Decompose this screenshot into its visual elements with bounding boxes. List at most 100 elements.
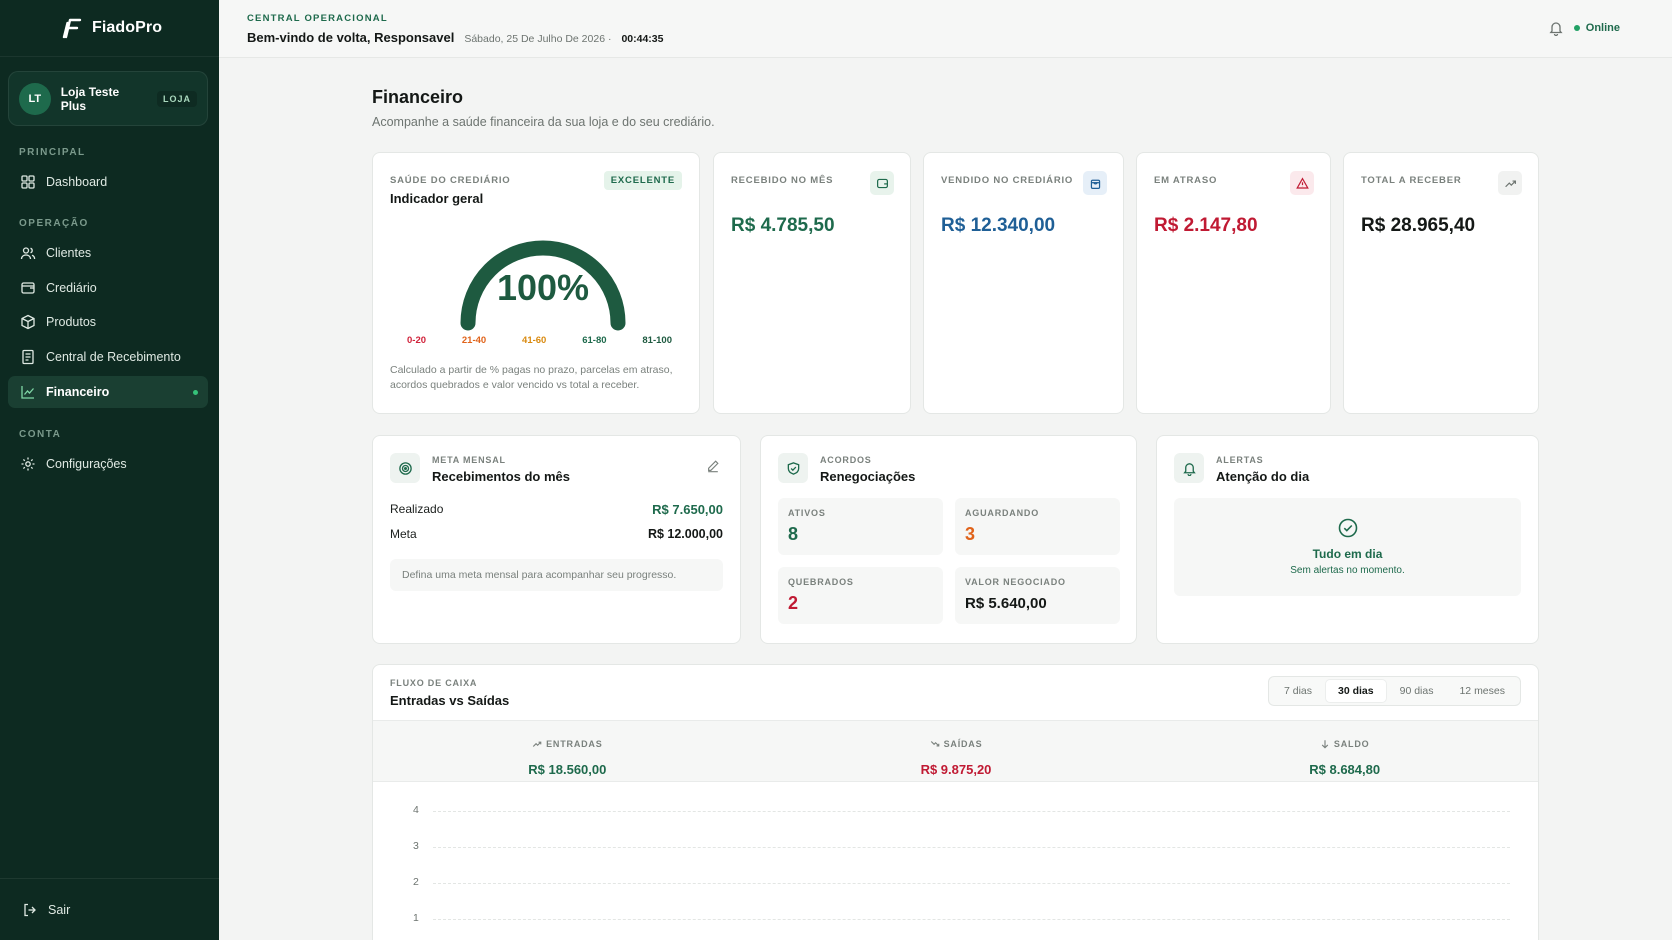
alert-empty-state: Tudo em dia Sem alertas no momento. <box>1174 498 1521 596</box>
range-12-meses[interactable]: 12 meses <box>1459 685 1505 697</box>
topbar: CENTRAL OPERACIONAL Bem-vindo de volta, … <box>219 0 1672 58</box>
sidebar-item-clientes[interactable]: Clientes <box>8 237 208 269</box>
saidas-value: R$ 9.875,20 <box>920 762 992 777</box>
grid-line <box>433 847 1510 848</box>
meta-meta-row: Meta R$ 12.000,00 <box>390 527 723 541</box>
chart-line-icon <box>21 386 34 399</box>
bell-icon-box <box>1174 453 1204 483</box>
stat-icon-box <box>870 171 894 195</box>
arrow-down-icon <box>1321 740 1329 749</box>
meta-header: META MENSAL Recebimentos do mês <box>390 453 570 484</box>
page-title: Financeiro <box>372 87 464 107</box>
store-avatar: LT <box>19 82 51 115</box>
cashflow-card: FLUXO DE CAIXA Entradas vs Saídas 7 dias… <box>372 664 1539 940</box>
alertas-card: ALERTAS Atenção do dia Tudo em dia Sem a… <box>1156 435 1539 644</box>
grid-line <box>433 919 1510 920</box>
section-label-operacao: OPERAÇÃO <box>19 218 89 229</box>
wallet-icon <box>21 282 35 294</box>
summary-entradas: ENTRADAS R$ 18.560,00 <box>373 721 762 781</box>
stat-value: R$ 4.785,50 <box>731 215 835 236</box>
stat-icon-box <box>1083 171 1107 195</box>
scale-label-41-60: 41-60 <box>522 335 547 346</box>
edit-pencil-icon[interactable] <box>706 459 720 473</box>
alertas-title: Atenção do dia <box>1216 469 1310 484</box>
scale-label-0-20: 0-20 <box>407 335 427 346</box>
stat-card-recebido: RECEBIDO NO MÊS R$ 4.785,50 <box>713 152 911 414</box>
gear-icon <box>21 457 35 471</box>
brand[interactable]: FiadoPro <box>0 0 219 57</box>
notifications-bell-icon[interactable] <box>1548 20 1564 36</box>
fiadopro-logo-icon <box>62 18 82 39</box>
cashflow-title: Entradas vs Saídas <box>390 693 510 708</box>
active-indicator-dot <box>193 389 198 395</box>
stat-kicker: TOTAL A RECEBER <box>1361 175 1462 186</box>
sidebar-item-configuracoes[interactable]: Configurações <box>8 448 208 480</box>
trend-down-icon <box>930 741 939 747</box>
acordos-kicker: ACORDOS <box>820 455 872 465</box>
sidebar-item-label: Clientes <box>46 246 92 260</box>
grid-line <box>433 883 1510 884</box>
store-badge: LOJA <box>156 90 197 107</box>
online-status: Online <box>1563 16 1630 40</box>
stat-icon-box <box>1498 171 1522 195</box>
acordos-valor-label: VALOR NEGOCIADO <box>965 577 1066 587</box>
box-icon <box>21 314 35 330</box>
acordos-valor-negociado: VALOR NEGOCIADO R$ 5.640,00 <box>955 567 1120 624</box>
y-tick-label: 2 <box>413 876 419 888</box>
range-7-dias[interactable]: 7 dias <box>1283 685 1312 697</box>
stat-kicker: EM ATRASO <box>1154 175 1218 186</box>
acordos-ativos: ATIVOS 8 <box>778 498 943 555</box>
acordos-header: ACORDOS Renegociações <box>778 453 915 484</box>
stat-card-vendido: VENDIDO NO CREDIÁRIO R$ 12.340,00 <box>923 152 1124 414</box>
acordos-card: ACORDOS Renegociações ATIVOS 8 AGUARDAND… <box>760 435 1137 644</box>
saldo-label: SALDO <box>1333 739 1370 749</box>
health-kicker: SAÚDE DO CREDIÁRIO <box>390 175 511 186</box>
range-30-dias[interactable]: 30 dias <box>1326 680 1386 702</box>
health-note: Calculado a partir de % pagas no prazo, … <box>390 364 673 391</box>
meta-meta-label: Meta <box>390 527 417 541</box>
sidebar-item-crediario[interactable]: Crediário <box>8 272 208 304</box>
warning-icon <box>1295 176 1309 189</box>
range-90-dias[interactable]: 90 dias <box>1399 685 1434 697</box>
sidebar-item-central-recebimento[interactable]: Central de Recebimento <box>8 341 208 373</box>
sidebar-item-label: Produtos <box>46 315 97 329</box>
store-switcher[interactable]: LT Loja Teste Plus LOJA <box>8 71 208 126</box>
trend-up-icon <box>1504 179 1516 187</box>
meta-title: Recebimentos do mês <box>432 469 570 484</box>
sidebar-item-label: Crediário <box>46 281 97 295</box>
cashflow-kicker: FLUXO DE CAIXA <box>390 678 478 688</box>
acordos-ativos-label: ATIVOS <box>788 508 826 518</box>
stat-kicker: RECEBIDO NO MÊS <box>731 175 834 186</box>
health-gauge-value: 100% <box>496 267 590 308</box>
users-icon <box>20 247 36 260</box>
sidebar: FiadoPro LT Loja Teste Plus LOJA PRINCIP… <box>0 0 219 940</box>
health-gauge: 100% <box>443 223 643 333</box>
stat-card-total: TOTAL A RECEBER R$ 28.965,40 <box>1343 152 1539 414</box>
page-subtitle: Acompanhe a saúde financeira da sua loja… <box>372 115 715 129</box>
y-tick-label: 3 <box>413 840 419 852</box>
sidebar-item-produtos[interactable]: Produtos <box>8 306 208 338</box>
scale-label-21-40: 21-40 <box>461 335 487 346</box>
gauge-arc <box>460 240 626 331</box>
topbar-kicker: CENTRAL OPERACIONAL <box>247 13 388 24</box>
stat-value: R$ 28.965,40 <box>1361 215 1476 236</box>
bell-icon <box>1182 462 1196 476</box>
logout-label: Sair <box>48 902 71 917</box>
scale-label-81-100: 81-100 <box>642 335 672 346</box>
sidebar-item-financeiro[interactable]: Financeiro <box>8 376 208 408</box>
sidebar-item-dashboard[interactable]: Dashboard <box>8 166 208 198</box>
check-circle-icon <box>1338 518 1357 538</box>
welcome-line: Bem-vindo de volta, Responsavel Sábado, … <box>247 30 663 45</box>
store-name: Loja Teste Plus <box>60 84 120 113</box>
logout-button[interactable]: Sair <box>0 878 219 940</box>
grid-icon <box>21 175 35 189</box>
entradas-label: ENTRADAS <box>546 739 603 749</box>
saldo-value: R$ 8.684,80 <box>1309 762 1381 777</box>
meta-realizado-value: R$ 7.650,00 <box>652 502 723 517</box>
stat-value: R$ 2.147,80 <box>1154 215 1258 236</box>
sidebar-item-label: Configurações <box>46 457 127 471</box>
entradas-value: R$ 18.560,00 <box>528 762 607 777</box>
meta-realizado-row: Realizado R$ 7.650,00 <box>390 502 723 517</box>
y-tick-label: 1 <box>413 912 419 924</box>
health-card: SAÚDE DO CREDIÁRIO Indicador geral EXCEL… <box>372 152 700 414</box>
